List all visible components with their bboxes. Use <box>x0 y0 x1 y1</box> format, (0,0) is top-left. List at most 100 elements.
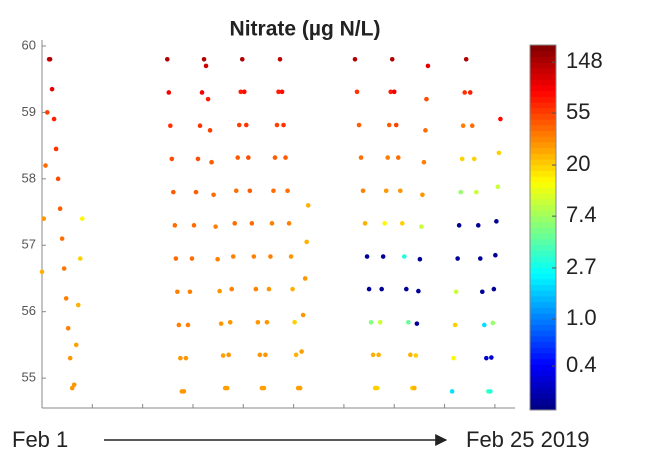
data-point <box>71 382 77 388</box>
data-point <box>283 155 288 160</box>
data-point <box>195 156 201 162</box>
colorbar-segment <box>530 210 556 217</box>
data-point <box>379 286 384 292</box>
data-point <box>404 286 409 292</box>
colorbar-segment <box>530 335 556 343</box>
data-point <box>302 276 308 281</box>
data-point <box>235 155 241 160</box>
colorbar-tick-label: 148 <box>566 48 603 73</box>
colorbar-segment <box>530 318 556 325</box>
data-point <box>395 155 401 160</box>
data-point <box>271 188 276 194</box>
colorbar-segment <box>530 187 556 194</box>
colorbar-segment <box>530 159 556 166</box>
data-point <box>169 156 175 162</box>
data-point <box>47 56 53 62</box>
data-point <box>297 385 303 391</box>
data-point <box>354 89 360 95</box>
data-point <box>459 156 465 162</box>
data-point <box>241 89 247 95</box>
data-point <box>69 385 75 391</box>
data-point <box>491 286 497 292</box>
colorbar-tick-label: 1.0 <box>566 305 597 330</box>
data-point <box>217 288 222 294</box>
data-point <box>288 254 294 259</box>
colorbar-segment <box>530 198 556 206</box>
annotation: Feb 1 <box>12 427 68 452</box>
data-point <box>304 239 309 245</box>
data-point <box>493 252 498 258</box>
data-point <box>51 116 57 122</box>
data-point <box>360 188 366 194</box>
colorbar-segment <box>530 244 556 251</box>
data-point <box>458 189 463 195</box>
colorbar-segment <box>530 233 556 240</box>
data-point <box>41 216 47 221</box>
data-point <box>268 254 273 259</box>
data-point <box>290 286 295 292</box>
y-tick-label: 59 <box>22 104 36 119</box>
data-point <box>423 128 428 133</box>
colorbar-segment <box>530 324 556 331</box>
colorbar-segment <box>530 398 556 405</box>
colorbar-segment <box>530 141 556 149</box>
colorbar-segment <box>530 193 556 200</box>
data-point <box>263 352 268 358</box>
data-point <box>382 221 387 226</box>
colorbar-segment <box>530 250 556 257</box>
data-point <box>261 385 267 391</box>
colorbar-segment <box>530 176 556 183</box>
data-point <box>274 122 280 128</box>
data-point <box>471 156 477 162</box>
colorbar-segment <box>530 181 556 189</box>
data-point <box>79 216 85 221</box>
data-point <box>293 352 299 358</box>
data-point <box>44 110 50 115</box>
colorbar-segment <box>530 387 556 394</box>
data-point <box>193 189 199 195</box>
data-point <box>279 89 285 95</box>
data-point <box>272 155 278 160</box>
data-point <box>264 320 270 325</box>
data-point <box>191 223 197 228</box>
data-point <box>482 322 487 328</box>
data-point <box>181 389 187 394</box>
y-tick-label: 60 <box>22 37 36 52</box>
data-point <box>414 321 420 326</box>
data-point <box>416 288 421 294</box>
data-point <box>57 206 63 212</box>
data-point <box>276 89 281 95</box>
colorbar-segment <box>530 341 556 348</box>
data-point <box>233 188 239 194</box>
data-point <box>281 122 286 128</box>
colorbar-tick-label: 7.4 <box>566 202 597 227</box>
data-point <box>229 286 235 292</box>
data-point <box>424 96 429 102</box>
data-point <box>67 355 73 361</box>
colorbar-segment <box>530 45 556 52</box>
data-point <box>495 184 501 190</box>
colorbar-segment <box>530 381 556 388</box>
data-point <box>173 256 179 261</box>
y-tick-label: 55 <box>22 370 36 385</box>
data-point <box>300 312 306 318</box>
data-point <box>366 286 372 292</box>
data-point <box>251 254 257 259</box>
data-point <box>376 352 381 358</box>
data-point <box>205 96 211 102</box>
data-point <box>246 155 251 160</box>
colorbar-segment <box>530 136 556 143</box>
annotation: Feb 25 2019 <box>466 427 590 452</box>
colorbar-segment <box>530 404 556 411</box>
data-point <box>203 63 209 69</box>
data-point <box>496 150 502 156</box>
colorbar-segment <box>530 330 556 337</box>
colorbar-segment <box>530 238 556 246</box>
data-point <box>178 355 183 361</box>
data-point <box>220 353 226 358</box>
data-point <box>236 122 242 128</box>
colorbar-segment <box>530 364 556 371</box>
colorbar-segment <box>530 56 556 63</box>
data-point <box>368 320 374 325</box>
